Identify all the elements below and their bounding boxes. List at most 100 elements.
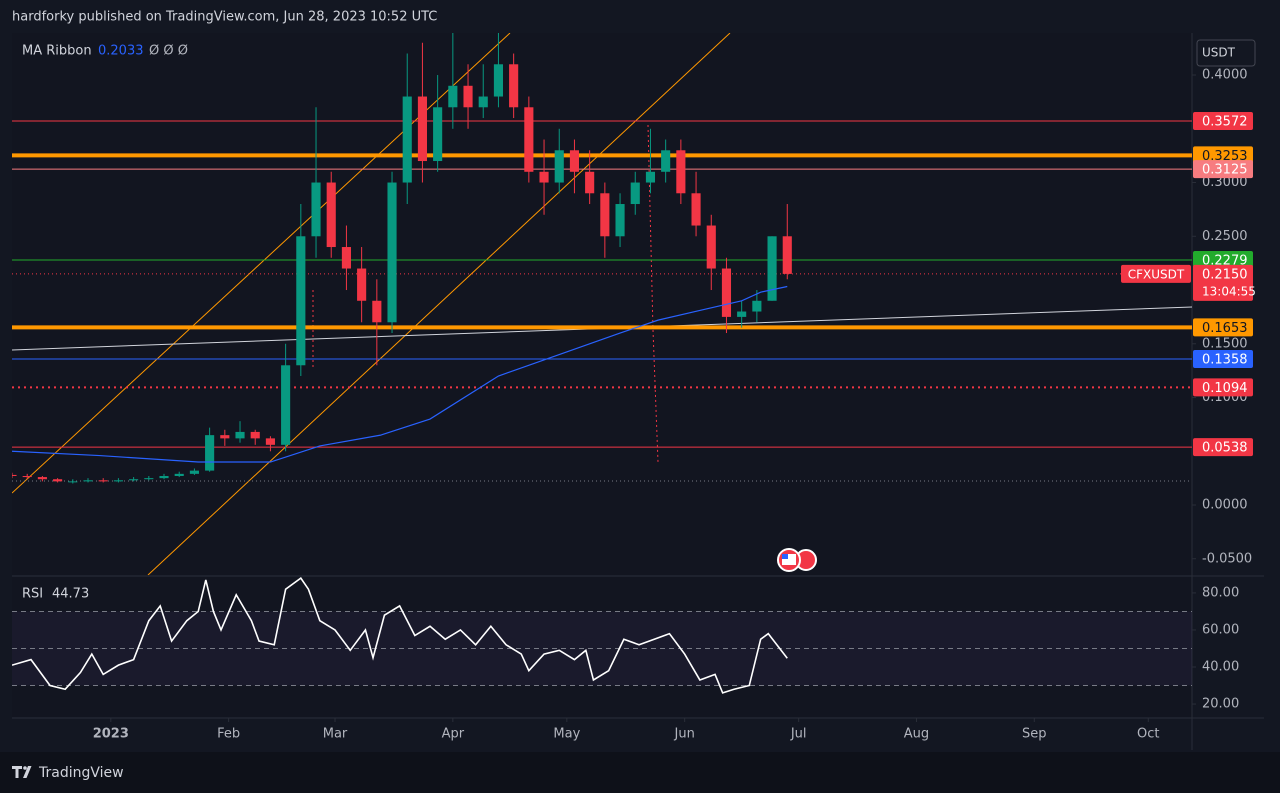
candle-body: [630, 182, 640, 205]
candle-body: [661, 150, 671, 172]
x-tick-label: May: [553, 727, 580, 742]
plot-area: [12, 33, 1192, 484]
candle-body: [433, 107, 443, 162]
level-label: 0.1358: [1202, 353, 1248, 368]
candle-body: [737, 311, 747, 317]
y-tick-label: 0.2500: [1202, 229, 1248, 244]
y-tick-label: 0.4000: [1202, 68, 1248, 83]
countdown: 13:04:55: [1202, 284, 1256, 298]
currency: USDT: [1202, 46, 1236, 60]
main-pane: [12, 33, 1192, 575]
candle-body: [554, 150, 564, 183]
candle-body: [220, 435, 230, 439]
level-label: 0.2279: [1202, 254, 1248, 269]
level-label: 0.3125: [1202, 163, 1248, 178]
last-price-label: 0.2150: [1202, 267, 1248, 282]
candle-body: [68, 481, 78, 483]
candle-body: [37, 477, 47, 480]
candle-body: [174, 473, 184, 476]
candle-body: [98, 480, 108, 482]
level-label: 0.1094: [1202, 381, 1248, 396]
candle-body: [83, 480, 93, 482]
rsi-y-tick-label: 40.00: [1202, 660, 1239, 675]
candle-body: [159, 475, 169, 479]
x-tick-label: Jul: [790, 727, 807, 742]
candle-body: [12, 474, 17, 476]
symbol-box: [1121, 264, 1191, 283]
candle-body: [463, 85, 473, 108]
level-label-box: [1193, 438, 1253, 457]
candle-body: [417, 96, 427, 162]
y-tick-label: 0.0000: [1202, 498, 1248, 513]
candle-body: [767, 236, 777, 301]
candle-body: [311, 182, 321, 237]
y-tick-label: -0.0500: [1202, 551, 1252, 566]
level-label: 0.3572: [1202, 115, 1248, 130]
level-label-box: [1193, 112, 1253, 131]
candle-body: [493, 64, 504, 97]
candle-body: [645, 171, 656, 183]
y-tick-label: 0.3000: [1202, 175, 1248, 190]
brand: TradingView: [12, 765, 124, 781]
x-tick-label: Aug: [904, 727, 929, 742]
candle-body: [721, 268, 732, 317]
currency-box: [1196, 39, 1256, 67]
x-tick-label: 2023: [93, 727, 129, 742]
brand-logo: [23, 766, 27, 770]
rsi-legend-name: RSI: [22, 587, 43, 602]
x-tick-label: Mar: [323, 727, 348, 742]
y-tick-label: 0.1500: [1202, 336, 1248, 351]
publisher: hardforky published on TradingView.com, …: [12, 10, 437, 25]
ma-legend-extra: Ø Ø Ø: [149, 44, 188, 59]
x-tick-label: Jun: [674, 727, 695, 742]
flag-icon: [782, 554, 796, 565]
level-label: 0.0538: [1202, 441, 1248, 456]
candle-body: [676, 150, 686, 194]
rsi-y-tick-label: 80.00: [1202, 585, 1239, 600]
ma-legend-value: 0.2033: [98, 44, 144, 59]
candle-body: [281, 365, 291, 445]
candle-body: [250, 431, 260, 439]
candle-body: [113, 480, 123, 482]
candle-body: [387, 182, 397, 323]
candle-body: [615, 204, 625, 237]
level-label-box: [1193, 251, 1253, 270]
candle-body: [144, 478, 154, 480]
candle-body: [706, 225, 716, 269]
candle-body: [524, 107, 534, 172]
candle-body: [752, 300, 762, 312]
candle-body: [205, 435, 215, 471]
rsi-line: [12, 577, 788, 694]
drawings: [12, 33, 1192, 575]
candle-body: [691, 193, 701, 226]
candle-body: [539, 171, 549, 183]
event-flags: [777, 548, 817, 572]
candle-body: [53, 479, 63, 482]
candle-body: [296, 236, 306, 366]
level-label-box: [1193, 160, 1253, 179]
candle-body: [509, 64, 519, 108]
x-tick-label: Feb: [217, 727, 240, 742]
channel-line: [147, 33, 731, 575]
level-label-box: [1193, 146, 1253, 165]
x-tick-label: Sep: [1022, 727, 1047, 742]
ma-legend-name: MA Ribbon: [22, 44, 92, 59]
ma-line: [12, 285, 788, 463]
candle-body: [569, 150, 580, 172]
level-label-box: [1193, 318, 1253, 337]
candle-body: [189, 470, 199, 474]
candle-body: [478, 96, 488, 108]
candle-body: [448, 85, 458, 108]
candle-body: [326, 182, 336, 248]
candle-body: [402, 96, 412, 183]
last-price-box: [1193, 264, 1253, 301]
brand-name: TradingView: [38, 765, 124, 781]
symbol-label: CFXUSDT: [1128, 267, 1185, 281]
dotted-vertical: [652, 329, 659, 463]
candle-body: [235, 431, 245, 439]
candle-body: [265, 438, 275, 445]
candle-body: [357, 268, 367, 301]
level-label: 0.1653: [1202, 321, 1248, 336]
